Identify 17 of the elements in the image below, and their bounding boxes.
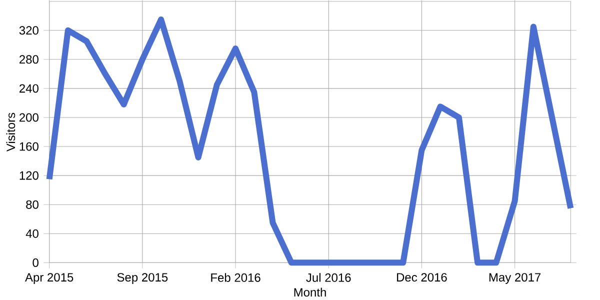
y-tick-label: 40 xyxy=(26,229,38,238)
y-tick-label: 80 xyxy=(26,200,38,209)
y-tick-label: 200 xyxy=(20,113,38,122)
y-tick-label: 0 xyxy=(32,258,38,267)
x-tick-label: Feb 2016 xyxy=(211,273,260,282)
x-tick-label: Jul 2016 xyxy=(306,273,351,282)
y-tick-label: 320 xyxy=(19,26,38,35)
x-axis-title: Month xyxy=(294,288,326,297)
y-tick-label: 120 xyxy=(20,171,38,180)
y-tick-label: 160 xyxy=(20,142,38,151)
y-tick-label: 280 xyxy=(20,55,38,64)
y-axis-title: Visitors xyxy=(6,112,16,152)
x-tick-label: May 2017 xyxy=(489,273,541,284)
x-tick-label: Apr 2015 xyxy=(25,273,74,284)
y-tick-label: 240 xyxy=(20,84,38,93)
x-tick-label: Dec 2016 xyxy=(397,273,447,282)
x-tick-label: Sep 2015 xyxy=(117,273,168,284)
